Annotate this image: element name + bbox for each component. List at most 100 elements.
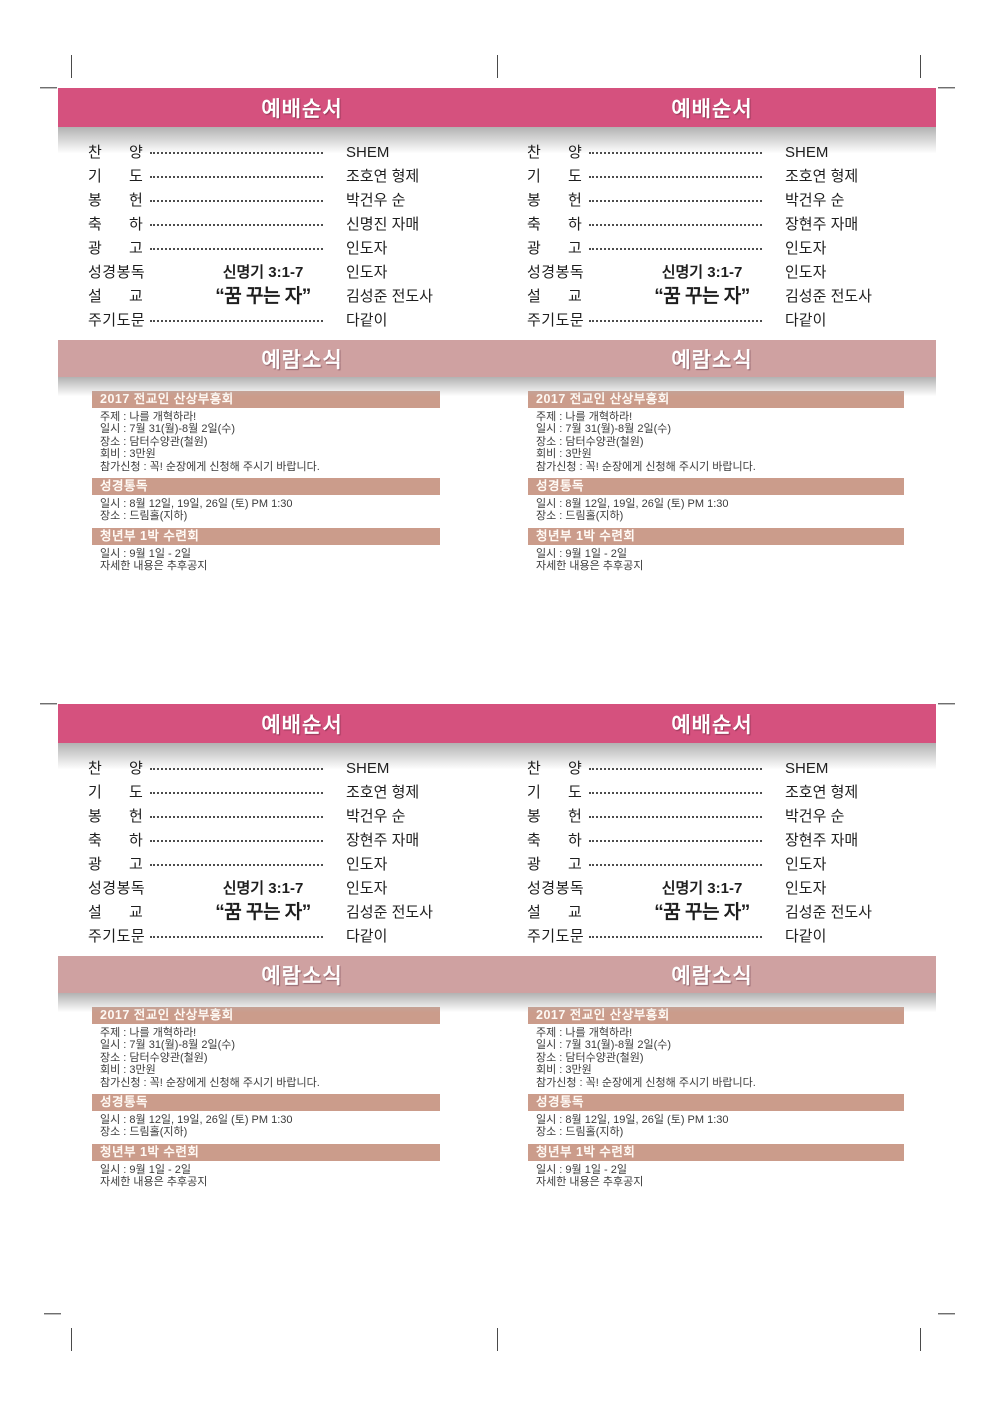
crop-mark: [938, 1313, 955, 1315]
worship-item-label: 기 도: [88, 168, 144, 185]
news-line: 자세한 내용은 추후공지: [100, 560, 208, 573]
worship-row: 성경봉독 신명기 3:1-7 인도자: [497, 877, 936, 901]
news-line: 장소 : 드림홀(지하): [536, 510, 624, 523]
news-header-bar: 예람소식 예람소식: [58, 956, 936, 993]
worship-item-detail: “꿈 꾸는 자”: [215, 902, 311, 923]
worship-item-label: 봉 헌: [527, 192, 583, 209]
worship-item-value: SHEM: [785, 144, 829, 161]
worship-row: 광 고 인도자: [497, 853, 936, 877]
news-line: 참가신청 : 꼭! 순장에게 신청해 주시기 바랍니다.: [100, 1076, 320, 1089]
news-line: 일시 : 7월 31(월)-8월 2일(수): [100, 1039, 236, 1052]
news-line: 장소 : 담터수양관(철원): [536, 1051, 644, 1064]
news-line: 일시 : 9월 1일 - 2일: [536, 1163, 627, 1176]
news-line: 참가신청 : 꼭! 순장에게 신청해 주시기 바랍니다.: [536, 1076, 756, 1089]
crop-mark: [938, 87, 955, 89]
worship-item-label: 성경봉독: [527, 880, 585, 897]
news-line: 일시 : 9월 1일 - 2일: [100, 547, 191, 560]
worship-item-value: 김성준 전도사: [785, 288, 872, 305]
worship-order-title: 예배순서: [671, 97, 753, 121]
leader-dots-line: [150, 176, 323, 178]
worship-item-value: 다같이: [785, 312, 827, 329]
worship-item-value: 김성준 전도사: [346, 288, 433, 305]
worship-row: 축 하 장현주 자매: [58, 829, 497, 853]
worship-item-value: 다같이: [346, 312, 388, 329]
worship-item-value: 장현주 자매: [346, 832, 420, 849]
worship-row: 설 교 “꿈 꾸는 자” 김성준 전도사: [58, 901, 497, 925]
worship-item-value: 박건우 순: [785, 192, 845, 209]
worship-item-label: 기 도: [527, 784, 583, 801]
leader-dots-line: [150, 248, 323, 250]
worship-item-label: 찬 양: [88, 760, 144, 777]
worship-item-detail: 신명기 3:1-7: [661, 264, 743, 281]
worship-item-detail: “꿈 꾸는 자”: [654, 902, 750, 923]
leader-dots-line: [589, 152, 762, 154]
worship-item-detail: 신명기 3:1-7: [222, 264, 304, 281]
worship-item-label: 광 고: [527, 240, 583, 257]
worship-row: 기 도 조호연 형제: [58, 165, 497, 189]
news-line: 장소 : 담터수양관(철원): [536, 435, 644, 448]
worship-item-value: SHEM: [346, 760, 390, 777]
worship-order-title: 예배순서: [261, 97, 343, 121]
news-section-heading: 청년부 1박 수련회: [528, 527, 904, 545]
news-line: 자세한 내용은 추후공지: [536, 1176, 644, 1189]
news-line: 회비 : 3만원: [536, 1064, 592, 1077]
news-line: 장소 : 담터수양관(철원): [100, 435, 208, 448]
worship-row: 주기도문 다같이: [58, 925, 497, 949]
worship-item-value: 인도자: [346, 856, 388, 873]
news-title: 예람소식: [671, 348, 753, 372]
crop-mark: [44, 1313, 61, 1315]
news-line: 자세한 내용은 추후공지: [100, 1176, 208, 1189]
news-section-heading: 성경통독: [92, 478, 440, 496]
news-line: 주제 : 나를 개혁하라!: [100, 1027, 197, 1039]
news-line: 장소 : 드림홀(지하): [100, 1126, 188, 1139]
worship-item-value: 박건우 순: [346, 192, 406, 209]
worship-item-label: 찬 양: [527, 760, 583, 777]
news-line: 주제 : 나를 개혁하라!: [536, 411, 633, 423]
leader-dots-line: [150, 816, 323, 818]
worship-item-detail: “꿈 꾸는 자”: [654, 286, 750, 307]
crop-mark: [40, 87, 57, 89]
leader-dots-line: [150, 768, 323, 770]
worship-item-value: 다같이: [346, 928, 388, 945]
worship-item-label: 광 고: [88, 240, 144, 257]
leader-dots-line: [150, 792, 323, 794]
news-line: 주제 : 나를 개혁하라!: [536, 1027, 633, 1039]
worship-item-value: SHEM: [785, 760, 829, 777]
worship-item-value: 인도자: [346, 264, 388, 281]
worship-order-header-bar: 예배순서 예배순서: [58, 88, 936, 127]
worship-item-value: 인도자: [346, 880, 388, 897]
leader-dots-line: [150, 840, 323, 842]
worship-item-value: 인도자: [785, 856, 827, 873]
worship-row: 봉 헌 박건우 순: [58, 805, 497, 829]
crop-mark: [920, 1328, 921, 1351]
worship-item-label: 봉 헌: [527, 808, 583, 825]
news-line: 일시 : 9월 1일 - 2일: [536, 547, 627, 560]
worship-item-label: 찬 양: [527, 144, 583, 161]
crop-mark: [71, 1328, 72, 1351]
news-column: 2017 전교인 산상부흥회 주제 : 나를 개혁하라! 일시 : 7월 31(월)…: [528, 1007, 904, 1189]
news-line: 참가신청 : 꼭! 순장에게 신청해 주시기 바랍니다.: [536, 460, 756, 473]
news-line: 일시 : 8월 12일, 19일, 26일 (토) PM 1:30: [100, 1114, 293, 1127]
crop-mark: [71, 55, 72, 78]
worship-item-label: 주기도문: [527, 928, 585, 945]
worship-item-label: 봉 헌: [88, 192, 144, 209]
news-line: 장소 : 드림홀(지하): [536, 1126, 624, 1139]
worship-item-value: 인도자: [785, 264, 827, 281]
news-line: 일시 : 7월 31(월)-8월 2일(수): [536, 423, 672, 436]
worship-item-value: 인도자: [346, 240, 388, 257]
worship-item-label: 광 고: [88, 856, 144, 873]
worship-row: 축 하 장현주 자매: [497, 829, 936, 853]
crop-mark: [497, 55, 498, 78]
news-line: 회비 : 3만원: [100, 1064, 156, 1077]
worship-row: 광 고 인도자: [497, 237, 936, 261]
news-line: 장소 : 드림홀(지하): [100, 510, 188, 523]
news-column: 2017 전교인 산상부흥회 주제 : 나를 개혁하라! 일시 : 7월 31(월)…: [92, 391, 440, 573]
worship-row: 봉 헌 박건우 순: [58, 189, 497, 213]
worship-item-label: 광 고: [527, 856, 583, 873]
